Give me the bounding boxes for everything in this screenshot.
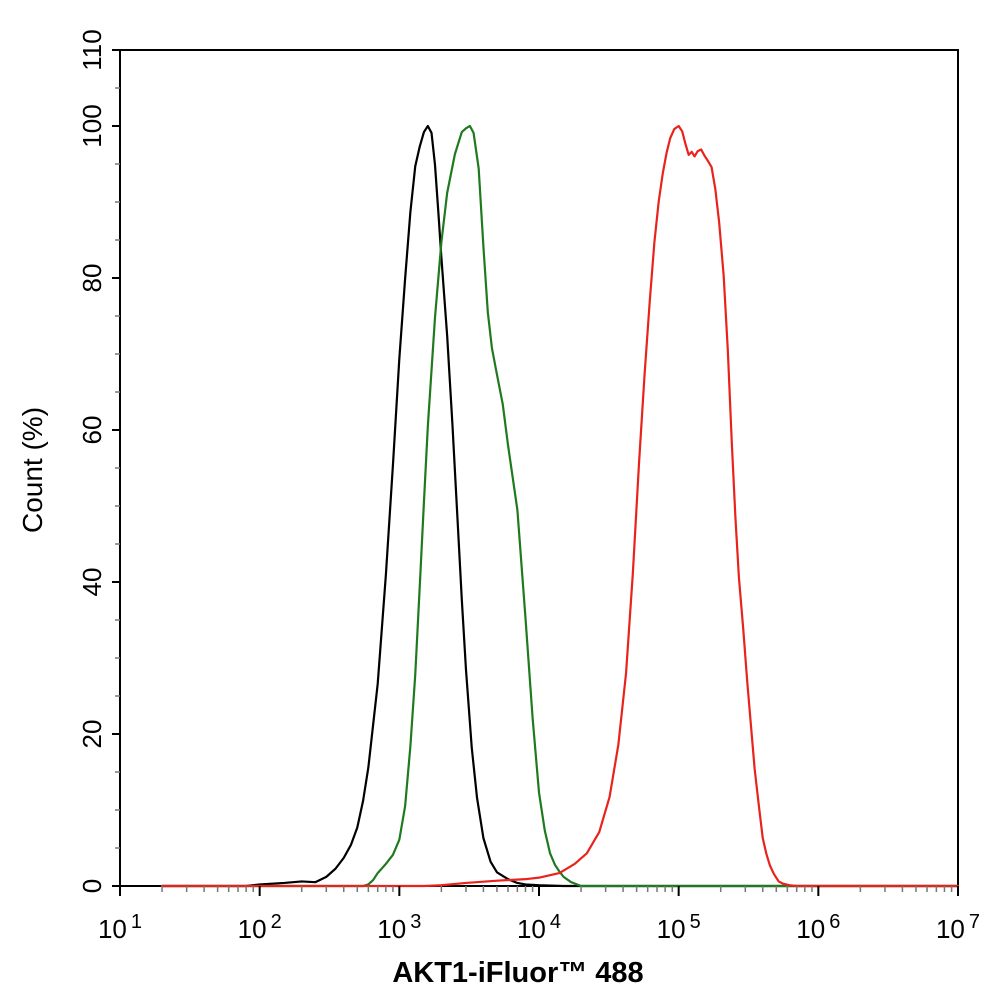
series-layer [160, 124, 960, 888]
plot-frame-layer [119, 49, 959, 887]
labels-layer: 0 20 40 60 80 100 110 10 1 10 2 10 3 10 4 10 5 10 6 10 7 [77, 29, 980, 944]
x-tick-label: 10 6 [796, 911, 840, 944]
y-tick-label: 40 [77, 568, 107, 597]
x-tick-label: 10 3 [377, 911, 421, 944]
y-tick-label: 0 [77, 879, 107, 893]
y-axis-label: Count (%) [17, 407, 48, 533]
x-tick-label: 10 7 [936, 911, 980, 944]
x-tick-label: 10 4 [517, 911, 561, 944]
histogram-series-3 [160, 124, 960, 888]
y-tick-label: 100 [77, 104, 107, 147]
y-tick-label: 80 [77, 264, 107, 293]
x-tick-label: 10 5 [657, 911, 701, 944]
ticks-layer [112, 49, 959, 896]
y-tick-label: 60 [77, 416, 107, 445]
histogram-series-2 [160, 124, 960, 888]
x-tick-label: 10 2 [238, 911, 282, 944]
x-tick-label: 10 1 [98, 911, 142, 944]
x-axis-label: AKT1-iFluor™ 488 [392, 957, 643, 989]
y-tick-label: 20 [77, 720, 107, 749]
y-tick-label: 110 [77, 29, 107, 70]
histogram-series-1 [160, 124, 960, 888]
plot-frame [119, 49, 959, 887]
